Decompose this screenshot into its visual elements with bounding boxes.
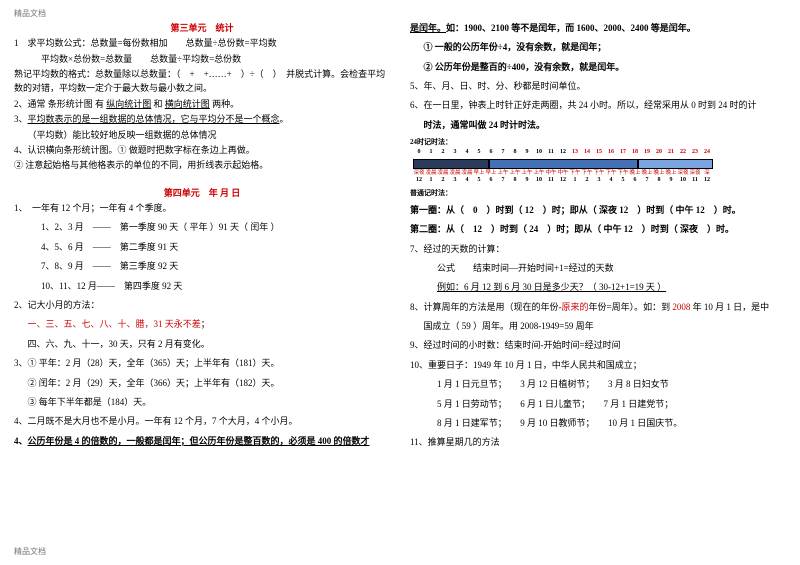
text: 第一圈：从（ 0 ）时到（ 12 ）时；即从（ 深夜 12 ）时到（ 中午 12… — [410, 203, 786, 217]
text: 10、11、12 月—— 第四季度 92 天 — [14, 279, 390, 293]
unit3-title: 第三单元 统计 — [14, 21, 390, 35]
bar-seg — [413, 159, 489, 169]
text: 横向统计图 — [165, 99, 210, 109]
text: 4、二月既不是大月也不是小月。一年有 12 个月，7 个大月，4 个小月。 — [14, 414, 390, 428]
text: ② 公历年份是整百的÷400，没有余数，就是闰年。 — [410, 60, 786, 74]
unit4-body: 1、 一年有 12 个月；一年有 4 个季度。 1、2、3 月 —— 第一季度 … — [14, 201, 390, 448]
text: 9、经过时间的小时数：结束时间-开始时间=经过时间 — [410, 338, 786, 352]
text: 10、重要日子：1949 年 10 月 1 日，中华人民共和国成立； — [410, 358, 786, 372]
text: 11、推算星期几的方法 — [410, 435, 786, 449]
text: 是闰年。如：1900、2100 等不是闰年，而 1600、2000、2400 等… — [410, 21, 786, 35]
text: 4、认识横向条形统计图。① 做题时把数字标在条边上再做。 — [14, 143, 390, 157]
text: 2008 — [672, 302, 690, 312]
text: 1 月 1 日元旦节； 3 月 12 日植树节； 3 月 8 日妇女节 — [410, 377, 786, 391]
text: 四、六、九、十一，30 天，只有 2 月有变化。 — [14, 337, 390, 351]
text: 纵向统计图 — [106, 99, 151, 109]
text: 4、 — [14, 436, 28, 446]
text: 一、三、五、七、八、十、腊，31 天永不差 — [28, 319, 201, 329]
text: （平均数）能比较好地反映一组数据的总体情况 — [14, 128, 390, 142]
text: 2、记大小月的方法： — [14, 298, 390, 312]
text: ③ 每年下半年都是（184）天。 — [14, 395, 390, 409]
clock-bar — [413, 159, 713, 169]
text: ② 闰年：2 月（29）天，全年（366）天；上半年有（182）天。 — [14, 376, 390, 390]
text: ② 注意起始格与其他格表示的单位的不同，用折线表示起始格。 — [14, 158, 390, 172]
text: 国成立（ 59 ）周年。用 2008-1949=59 周年 — [410, 319, 786, 333]
text: 5、年、月、日、时、分、秒都是时间单位。 — [410, 79, 786, 93]
text: 平均数×总份数=总数量 总数量÷平均数=总份数 — [14, 52, 390, 66]
text: 8、计算周年的方法是用（现在的年份-原来的年份=周年）。如：到 2008 年 1… — [410, 300, 786, 314]
text: 原来的 — [562, 302, 589, 312]
page-columns: 第三单元 统计 1 求平均数公式：总数量=每份数相加 总数量÷总份数=平均数 平… — [14, 21, 786, 455]
text: 公历年份是 4 的倍数的，一般都是闰年；但公历年份是整百数的，必须是 400 的… — [28, 436, 370, 446]
text: 平均数表示的是一组数据的总体情况，它与平均分不是一个概念 — [28, 114, 280, 124]
text: 两种。 — [210, 99, 239, 109]
text: 一、三、五、七、八、十、腊，31 天永不差； — [14, 317, 390, 331]
unit4-title: 第四单元 年 月 日 — [14, 186, 390, 200]
clock-chart: 24时记时法： 01234567891011121314151617181920… — [410, 137, 786, 199]
text: 4、公历年份是 4 的倍数的，一般都是闰年；但公历年份是整百数的，必须是 400… — [14, 434, 390, 448]
right-column: 是闰年。如：1900、2100 等不是闰年，而 1600、2000、2400 等… — [410, 21, 786, 455]
text: 熟记平均数的格式：总数量除以总数量：（ + +……+ ）÷（ ） 并脱式计算。会… — [14, 67, 390, 96]
hours-24: 0123456789101112131415161718192021222324 — [413, 148, 786, 158]
text: 3、① 平年：2 月（28）天，全年（365）天；上半年有（181）天。 — [14, 356, 390, 370]
text: 6、在一日里，钟表上时针正好走两圈，共 24 小时。所以，经常采用从 0 时到 … — [410, 98, 786, 112]
text: 5 月 1 日劳动节； 6 月 1 日儿童节； 7 月 1 日建党节； — [410, 397, 786, 411]
text: 2、通常 条形统计图 有 — [14, 99, 106, 109]
text: 公式 结束时间—开始时间+1=经过的天数 — [410, 261, 786, 275]
text: 7、经过的天数的计算： — [410, 242, 786, 256]
chart-title: 24时记时法： — [410, 137, 786, 148]
text: 2、通常 条形统计图 有 纵向统计图 和 横向统计图 两种。 — [14, 97, 390, 111]
text: 3、 — [14, 114, 28, 124]
text: 7、8、9 月 —— 第三季度 92 天 — [14, 259, 390, 273]
text: ① 一般的公历年份÷4，没有余数，就是闰年； — [410, 40, 786, 54]
bar-seg — [638, 159, 714, 169]
hours-12: 12123456789101112123456789101112 — [413, 176, 786, 186]
text: 例如：6 月 12 到 6 月 30 日是多少天？（ 30-12+1=19 天 … — [410, 280, 786, 294]
text: 。 — [280, 114, 289, 124]
text: 是闰年。 — [410, 23, 446, 33]
footer-label: 精品文档 — [14, 546, 46, 559]
text: 和 — [151, 99, 165, 109]
text: 1、 一年有 12 个月；一年有 4 个季度。 — [14, 201, 390, 215]
text: 8 月 1 日建军节； 9 月 10 日教师节； 10 月 1 日国庆节。 — [410, 416, 786, 430]
text: 时法，通常叫做 24 时计时法。 — [410, 118, 786, 132]
text: 1、2、3 月 —— 第一季度 90 天（ 平年 ）91 天（ 闰年 ） — [14, 220, 390, 234]
bar-seg — [489, 159, 638, 169]
chart-sub: 普通记时法： — [410, 188, 786, 199]
text: 如：1900、2100 等不是闰年，而 1600、2000、2400 等是闰年。 — [446, 23, 696, 33]
text: 3、平均数表示的是一组数据的总体情况，它与平均分不是一个概念。 — [14, 112, 390, 126]
text: 4、5、6 月 —— 第二季度 91 天 — [14, 240, 390, 254]
text: 1 求平均数公式：总数量=每份数相加 总数量÷总份数=平均数 — [14, 36, 390, 50]
text: 第二圈：从（ 12 ）时到（ 24 ）时；即从（ 中午 12 ）时到（ 深夜 ）… — [410, 222, 786, 236]
header-label: 精品文档 — [14, 8, 786, 21]
left-column: 第三单元 统计 1 求平均数公式：总数量=每份数相加 总数量÷总份数=平均数 平… — [14, 21, 390, 455]
